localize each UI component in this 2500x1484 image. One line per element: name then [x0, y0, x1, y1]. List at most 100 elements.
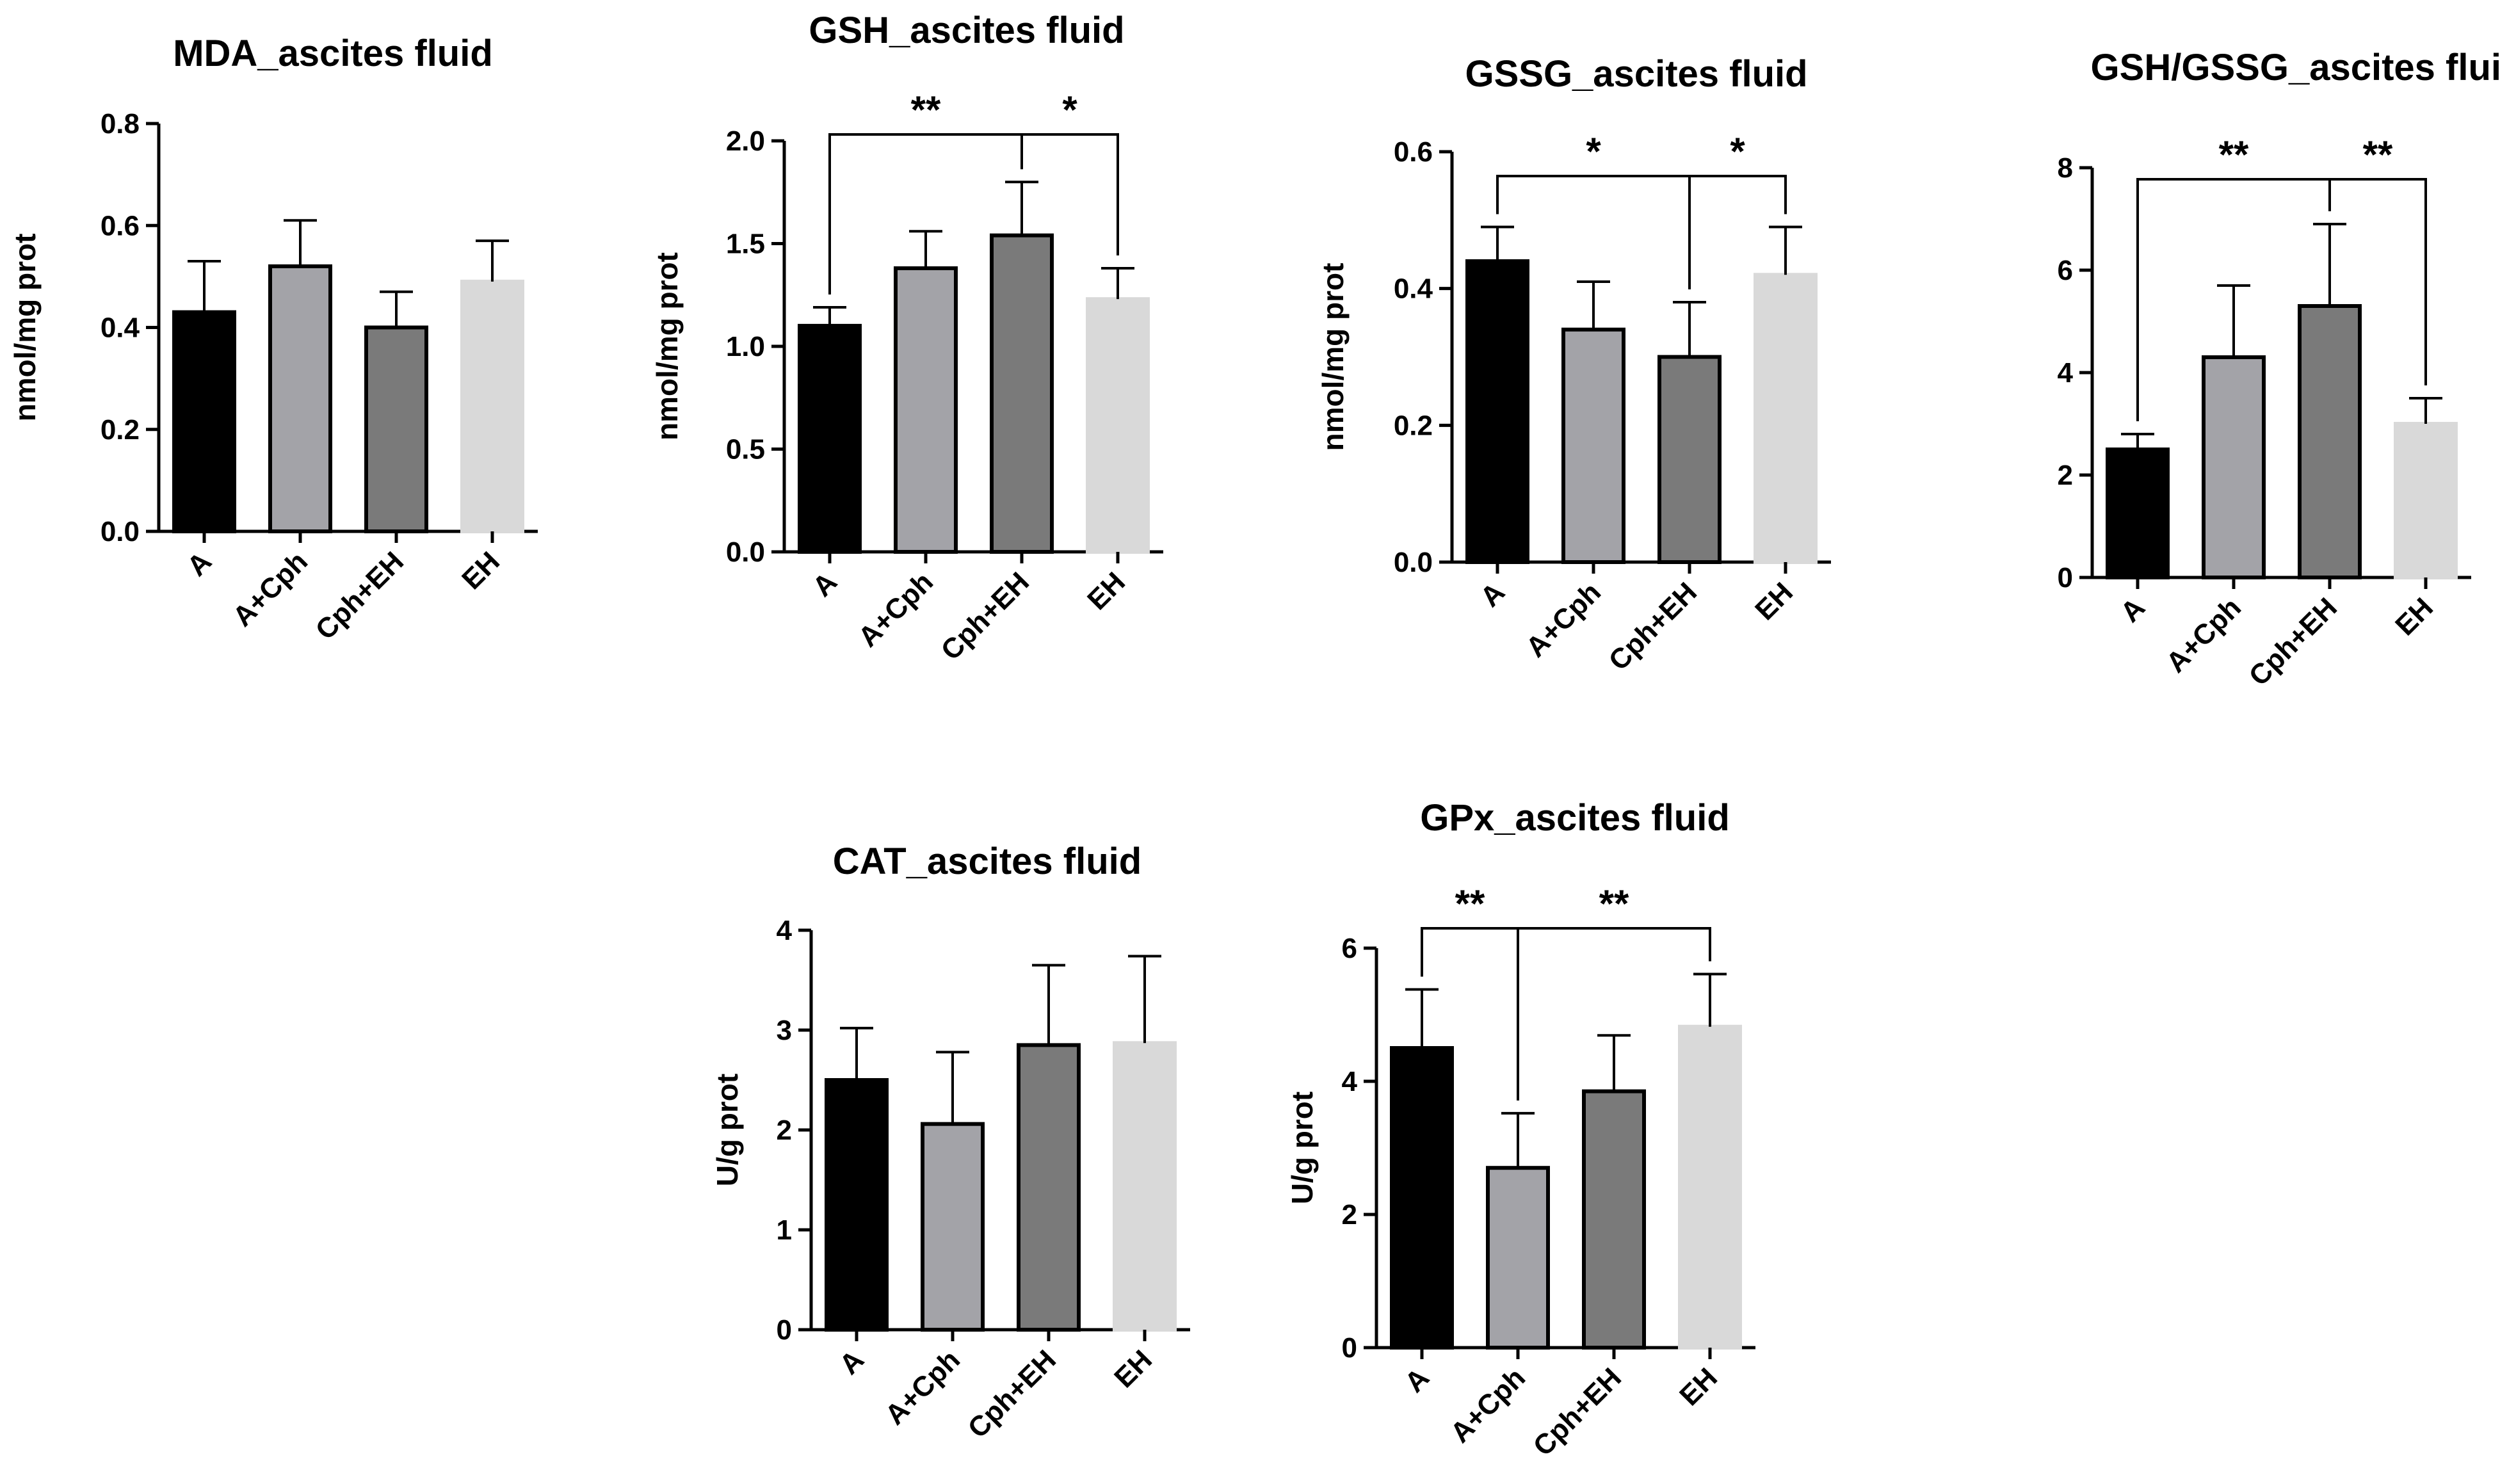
x-tick-label: Cph+EH [1528, 1362, 1628, 1462]
y-tick-label: 0 [777, 1314, 792, 1346]
bar [172, 310, 236, 533]
bar [1086, 297, 1150, 554]
y-tick-label: 2 [777, 1115, 792, 1146]
bar [1465, 259, 1529, 564]
x-tick-label: A+Cph [227, 545, 314, 633]
significance-label: * [1730, 130, 1745, 173]
y-tick-label: 0.6 [1394, 136, 1433, 168]
y-tick-label: 0.0 [1394, 547, 1433, 578]
x-tick-label: EH [1108, 1344, 1158, 1394]
x-tick-label: EH [1673, 1362, 1723, 1412]
bar [990, 233, 1054, 554]
significance-label: ** [1599, 882, 1629, 925]
significance-label: ** [1455, 882, 1485, 925]
x-tick-label: EH [2389, 592, 2439, 641]
x-tick-label: A [807, 566, 843, 602]
bar [2202, 355, 2266, 579]
significance-label: ** [911, 88, 941, 131]
significance-bracket [2328, 178, 2427, 385]
x-tick-label: A+Cph [852, 566, 939, 653]
y-tick-label: 2.0 [726, 125, 765, 157]
x-tick-label: A+Cph [1520, 576, 1607, 663]
y-axis-label: nmol/mg prot [1316, 263, 1350, 451]
bar [1390, 1046, 1454, 1350]
bar [1657, 355, 1722, 564]
chart-gssg: GSSG_ascites fluid 0.0 0.2 0.4 0.6 nmol/mg pr… [1316, 53, 1831, 677]
y-axis-label: U/g prot [1286, 1092, 1319, 1204]
x-tick-label: Cph+EH [962, 1344, 1063, 1444]
bar [268, 264, 332, 533]
y-tick-label: 4 [1342, 1066, 1358, 1097]
significance-label: ** [2363, 133, 2393, 176]
y-tick-label: 0.2 [101, 414, 140, 446]
x-tick-label: A+Cph [879, 1344, 966, 1431]
x-tick-label: EH [1081, 566, 1131, 616]
y-tick-label: 1.0 [726, 331, 765, 362]
chart-title: GPx_ascites fluid [1420, 797, 1730, 839]
chart-mda: MDA_ascites fluid 0.0 0.2 0.4 0.6 0.8 nmol/mg … [8, 33, 538, 646]
y-tick-label: 0.8 [101, 108, 140, 140]
significance-label: ** [2219, 133, 2249, 176]
y-tick-label: 4 [2058, 357, 2074, 389]
y-tick-label: 4 [777, 915, 793, 946]
bar [921, 1122, 985, 1332]
chart-title: GSH_ascites fluid [809, 10, 1124, 51]
x-tick-label: A [2115, 592, 2151, 628]
y-tick-label: 0 [2058, 562, 2073, 593]
y-axis-label: nmol/mg prot [8, 234, 42, 422]
chart-gpx: GPx_ascites fluid 0 2 4 6 U/g prot A A+CphCph+E… [1286, 797, 1755, 1462]
y-axis-label: U/g prot [711, 1074, 744, 1186]
y-tick-label: 0.4 [101, 312, 140, 344]
x-tick-label: A [181, 545, 218, 582]
x-tick-label: Cph+EH [935, 566, 1036, 666]
bar [2298, 304, 2362, 579]
chart-title: CAT_ascites fluid [833, 841, 1141, 882]
y-tick-label: 1.5 [726, 229, 765, 260]
y-tick-label: 0.4 [1394, 273, 1433, 305]
x-tick-label: Cph+EH [2243, 592, 2344, 692]
y-tick-label: 0.6 [101, 210, 140, 241]
bar [1754, 273, 1818, 564]
significance-bracket [1020, 133, 1119, 256]
chart-title: GSSG_ascites fluid [1465, 53, 1807, 95]
y-tick-label: 3 [777, 1015, 792, 1046]
bar [460, 279, 524, 533]
bar [1582, 1089, 1646, 1350]
bar [364, 325, 428, 533]
bar [798, 323, 862, 554]
y-tick-label: 8 [2058, 152, 2073, 184]
bar [1561, 327, 1625, 564]
bar [894, 266, 958, 554]
x-tick-label: A [1474, 576, 1511, 613]
significance-label: * [1062, 88, 1077, 131]
x-tick-label: Cph+EH [1603, 576, 1704, 677]
y-tick-label: 2 [2058, 460, 2073, 491]
x-tick-label: A+Cph [2160, 592, 2247, 679]
y-tick-label: 0.0 [726, 536, 765, 568]
bar [1486, 1166, 1550, 1350]
significance-bracket [1688, 175, 1787, 290]
x-tick-label: Cph+EH [310, 545, 410, 646]
y-tick-label: 0 [1342, 1332, 1357, 1364]
y-tick-label: 6 [2058, 255, 2073, 286]
bar [1113, 1041, 1177, 1332]
x-tick-label: A [834, 1344, 870, 1380]
y-tick-label: 0.5 [726, 434, 765, 465]
bar [2106, 448, 2170, 579]
y-tick-label: 1 [777, 1214, 792, 1246]
chart-cat: CAT_ascites fluid 0 1 2 3 4 U/g prot A A+CphCph+… [711, 841, 1190, 1444]
x-tick-label: EH [456, 545, 506, 595]
bar [1017, 1043, 1081, 1332]
x-tick-label: EH [1749, 576, 1799, 626]
bar [1678, 1024, 1742, 1350]
chart-gsh: GSH_ascites fluid 0.0 0.5 1.0 1.5 2.0 nmol/mg … [650, 10, 1163, 666]
chart-title: MDA_ascites fluid [173, 33, 493, 74]
x-tick-label: A [1399, 1362, 1435, 1398]
y-tick-label: 2 [1342, 1199, 1357, 1230]
y-tick-label: 0.0 [101, 516, 140, 547]
x-tick-label: A+Cph [1444, 1362, 1531, 1449]
y-tick-label: 6 [1342, 933, 1357, 964]
bar [825, 1078, 889, 1332]
